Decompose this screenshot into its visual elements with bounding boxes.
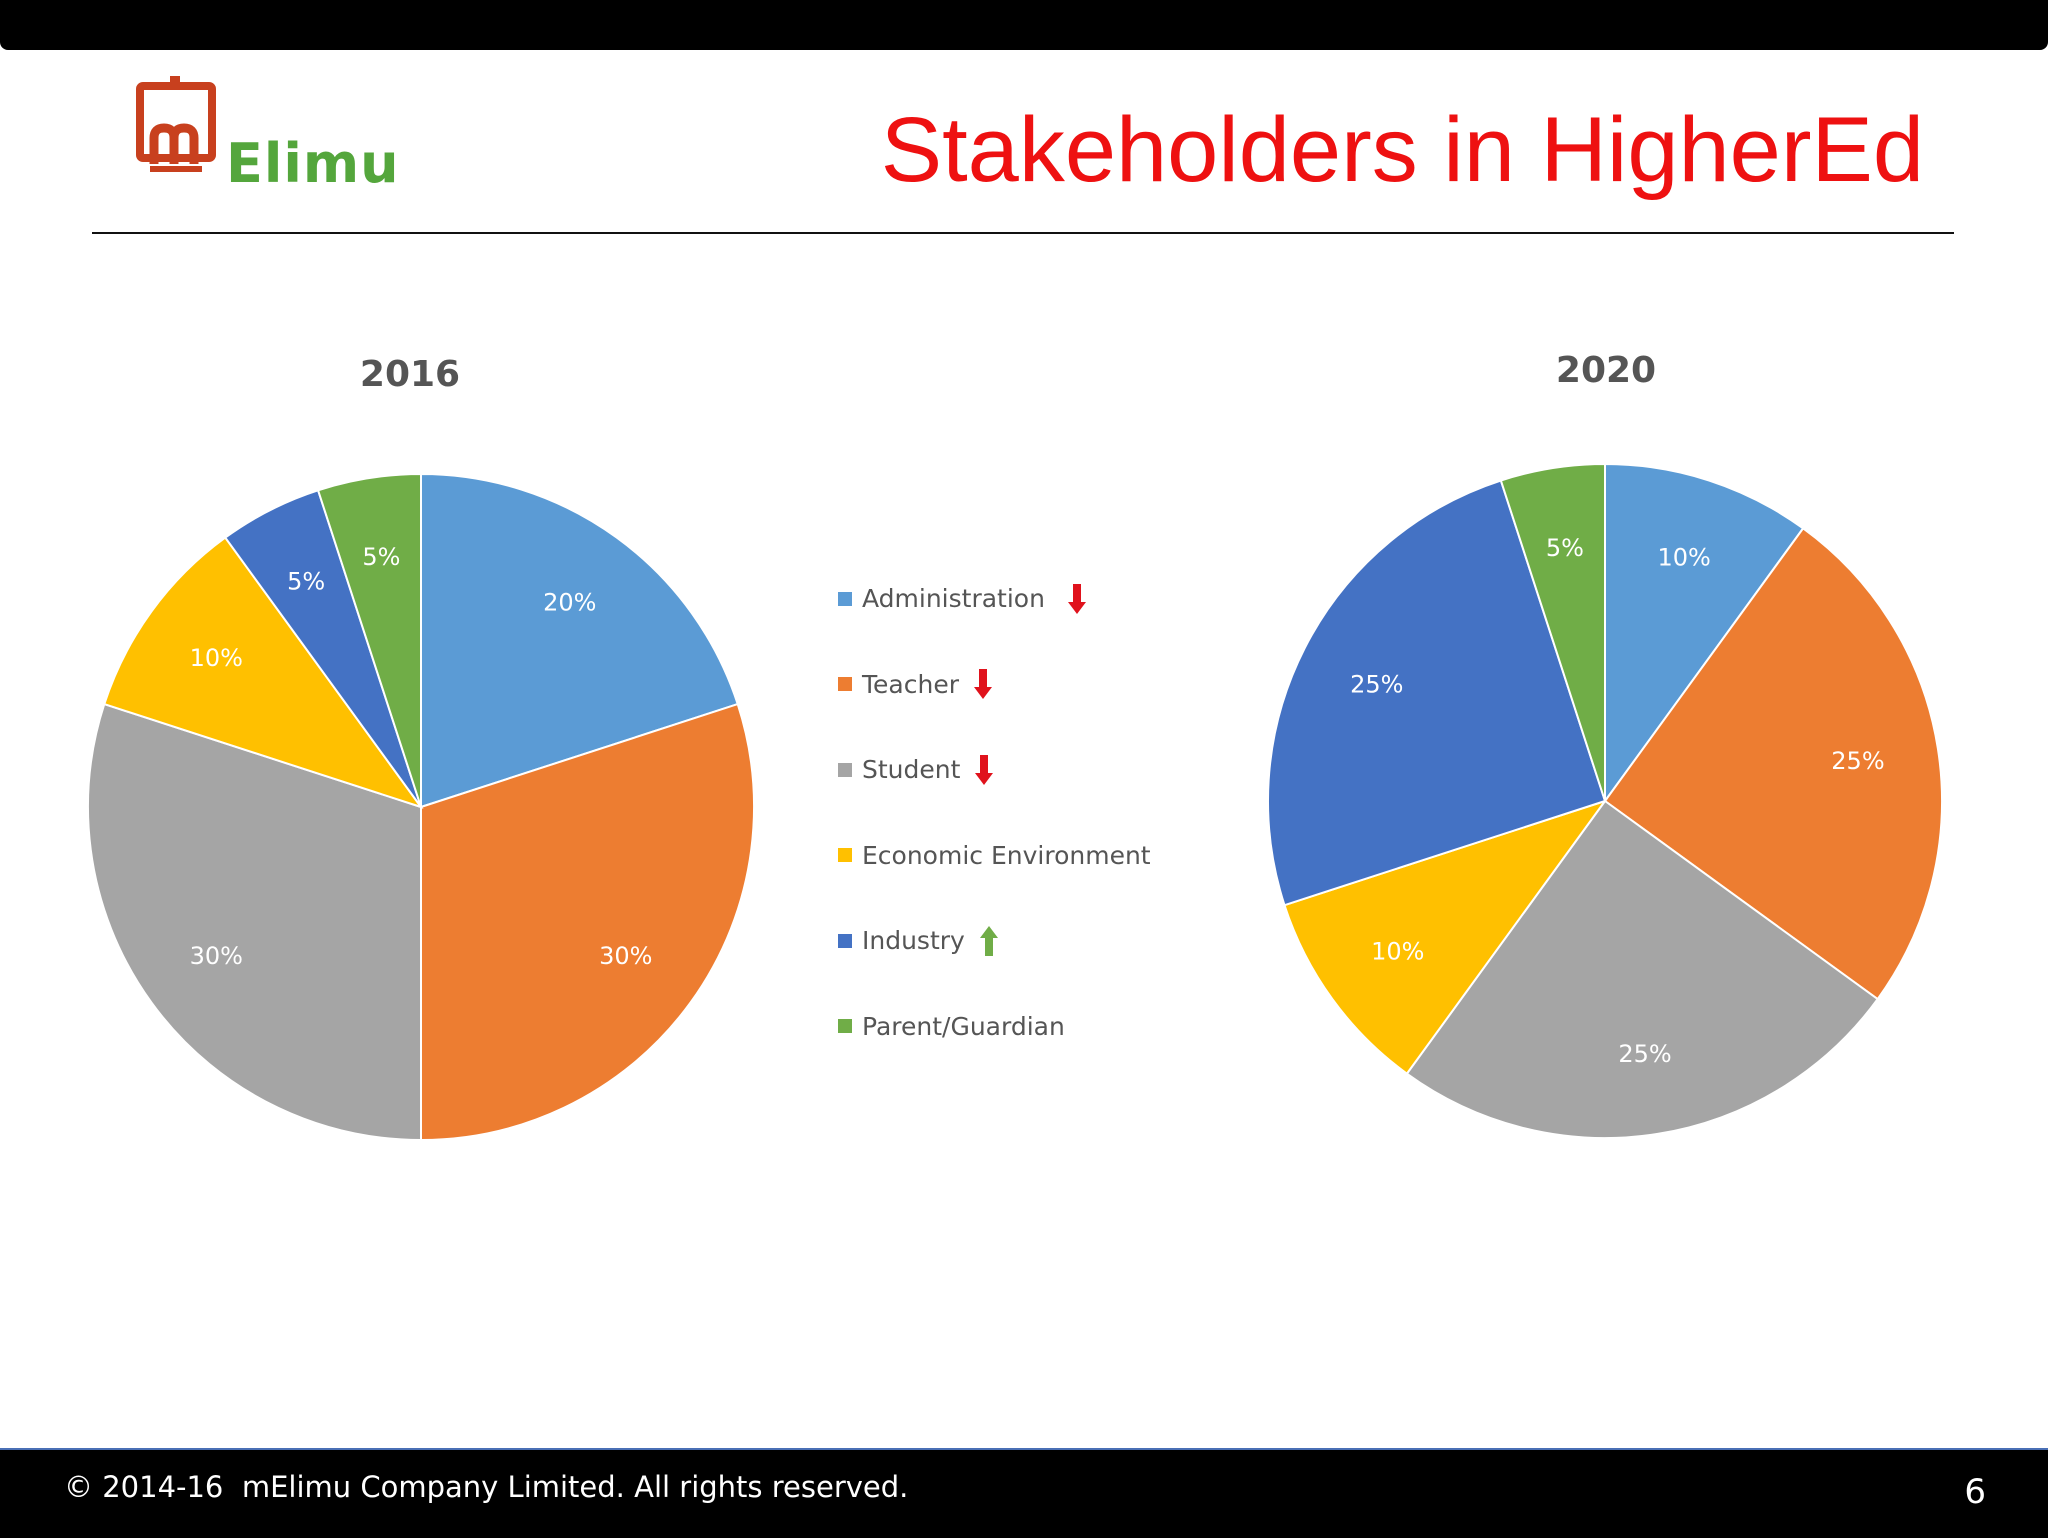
chart-title-2020: 2020 bbox=[1555, 350, 1657, 391]
legend-item-economic-environment: Economic Environment bbox=[838, 813, 1151, 899]
legend-swatch bbox=[838, 1019, 852, 1034]
legend-label: Teacher bbox=[862, 669, 959, 699]
arrow-down-icon bbox=[1067, 583, 1086, 614]
data-label-2020-teacher: 25% bbox=[1831, 747, 1884, 775]
logo-mark-icon bbox=[136, 76, 216, 172]
data-label-2016-teacher: 30% bbox=[599, 942, 652, 970]
data-label-2020-parent-guardian: 5% bbox=[1546, 534, 1584, 562]
page-number: 6 bbox=[1964, 1472, 1986, 1512]
arrow-down-icon bbox=[975, 754, 994, 785]
pie-chart-2016: 20% 30% 30% 10% 5% 5% bbox=[87, 472, 756, 1142]
chart-title-2016: 2016 bbox=[359, 354, 461, 395]
pie-slice-2020-industry bbox=[1267, 479, 1607, 907]
title-divider bbox=[92, 232, 1954, 234]
pie-slice-2020-student bbox=[1405, 799, 1880, 1140]
data-label-2020-industry: 25% bbox=[1350, 671, 1403, 699]
legend-swatch bbox=[838, 677, 852, 692]
data-label-2020-administration: 10% bbox=[1657, 543, 1710, 571]
logo-text: Elimu bbox=[226, 132, 400, 195]
legend-label: Administration bbox=[862, 584, 1045, 614]
legend-item-teacher: Teacher bbox=[838, 642, 1151, 728]
legend-item-student: Student bbox=[838, 727, 1151, 813]
pie-slice-2020-teacher bbox=[1603, 526, 1944, 1001]
slide-title: Stakeholders in HigherEd bbox=[880, 99, 1924, 201]
data-label-2016-administration: 20% bbox=[543, 588, 596, 616]
data-label-2020-economic-environment: 10% bbox=[1371, 938, 1424, 966]
legend-item-parent-guardian: Parent/Guardian bbox=[838, 984, 1151, 1070]
pie-slice-2016-teacher bbox=[420, 702, 756, 1142]
legend-label: Student bbox=[862, 755, 961, 785]
pie-slice-2016-administration bbox=[420, 472, 739, 809]
data-label-2016-industry: 5% bbox=[287, 568, 325, 596]
legend-swatch bbox=[838, 848, 852, 863]
footer: © 2014-16 mElimu Company Limited. All ri… bbox=[0, 1448, 2048, 1538]
legend-swatch bbox=[838, 933, 852, 948]
pie-slice-2016-economic-environment bbox=[103, 536, 424, 809]
pie-slice-2020-administration bbox=[1604, 462, 1805, 805]
pie-slice-2020-economic-environment bbox=[1283, 799, 1608, 1076]
legend-item-industry: Industry bbox=[838, 898, 1151, 984]
top-bar bbox=[0, 0, 2048, 50]
copyright-text: © 2014-16 mElimu Company Limited. All ri… bbox=[64, 1470, 909, 1504]
arrow-up-icon bbox=[979, 925, 998, 956]
data-label-2020-student: 25% bbox=[1618, 1040, 1671, 1068]
legend-label: Industry bbox=[862, 926, 965, 956]
legend-swatch bbox=[838, 591, 852, 606]
pie-slice-2016-parent-guardian bbox=[316, 472, 422, 808]
company-logo: Elimu bbox=[132, 76, 412, 196]
legend-item-administration: Administration bbox=[838, 556, 1151, 642]
pie-slice-2020-parent-guardian bbox=[1499, 462, 1606, 802]
legend-swatch bbox=[838, 762, 852, 777]
data-label-2016-student: 30% bbox=[190, 942, 243, 970]
data-label-2016-economic-environment: 10% bbox=[190, 644, 243, 672]
legend-label: Economic Environment bbox=[862, 840, 1151, 870]
chart-legend: Administration Teacher Student Economic Env… bbox=[838, 556, 1151, 1069]
arrow-down-icon bbox=[973, 669, 992, 700]
legend-label: Parent/Guardian bbox=[862, 1011, 1065, 1041]
pie-chart-2020: 10% 25% 25% 10% 25% 5% bbox=[1267, 462, 1944, 1140]
data-label-2016-parent-guardian: 5% bbox=[362, 543, 400, 571]
pie-slice-2016-student bbox=[87, 702, 422, 1142]
